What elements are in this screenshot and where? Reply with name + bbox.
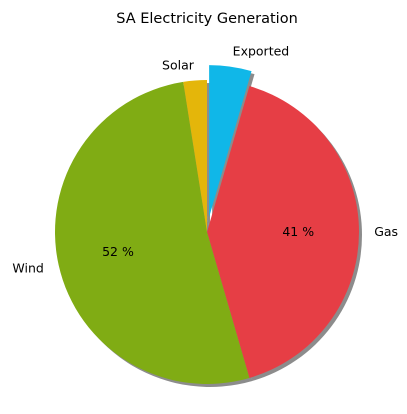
pie-slice-exported — [209, 65, 252, 218]
chart-title: SA Electricity Generation — [116, 11, 298, 27]
pie-slice-gas — [207, 86, 359, 378]
pie-labels-group: Exported Gas 41 % Wind 52 % Solar — [12, 44, 398, 276]
pie-slice-solar — [183, 80, 207, 232]
slice-percent-wind: 52 % — [102, 244, 134, 259]
slice-label-exported: Exported — [233, 44, 290, 59]
slice-label-wind: Wind — [12, 260, 43, 275]
pie-slices-group — [55, 65, 359, 384]
slice-percent-gas: 41 % — [282, 224, 314, 239]
slice-label-gas: Gas — [374, 224, 398, 239]
slice-label-solar: Solar — [162, 57, 195, 72]
pie-slice-wind — [55, 81, 250, 384]
